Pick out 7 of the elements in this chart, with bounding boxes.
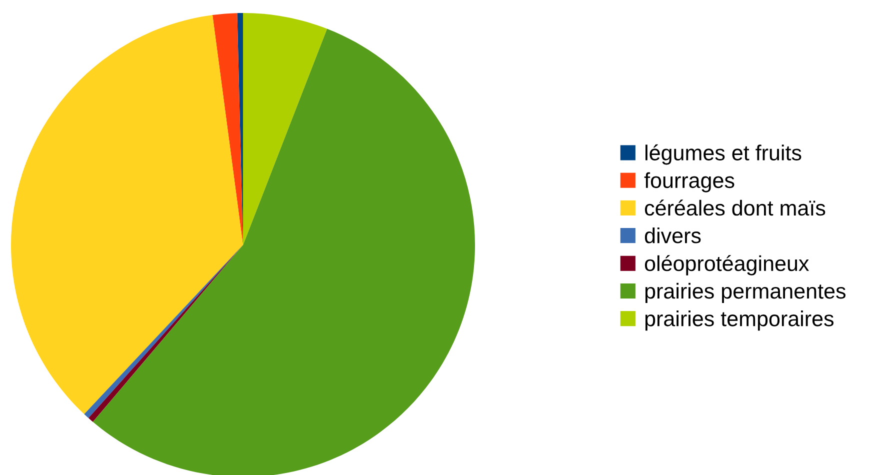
legend-label: prairies temporaires xyxy=(645,310,834,331)
legend-label: prairies permanentes xyxy=(645,282,846,303)
legend-label: céréales dont maïs xyxy=(644,200,826,216)
legend-label: oléoprotéagineux xyxy=(644,255,809,276)
legend-label: divers xyxy=(644,227,701,244)
legend-label: fourrages xyxy=(644,172,734,192)
legend-label: légumes et fruits xyxy=(645,144,802,165)
